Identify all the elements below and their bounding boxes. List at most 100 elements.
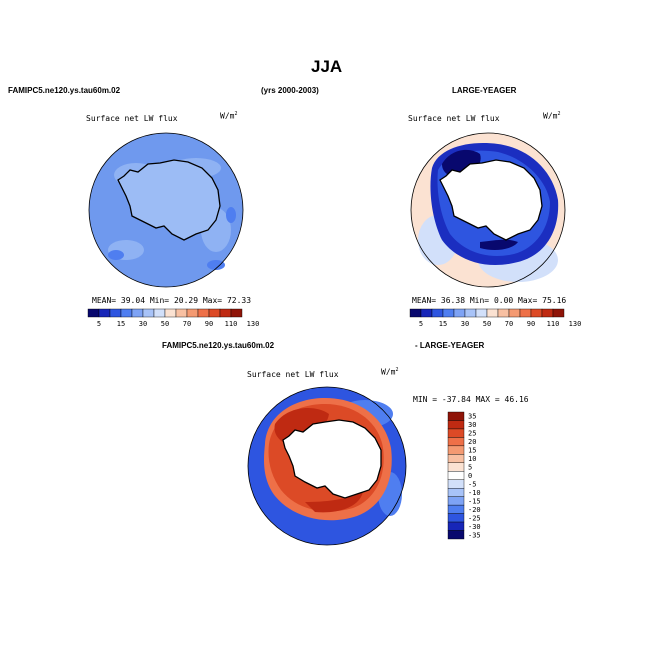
colorbar-swatch: [230, 308, 243, 318]
colorbar-swatch: [197, 308, 210, 318]
colorbar-swatch: [497, 308, 510, 318]
colorbar-swatch: [164, 308, 177, 318]
colorbar-tick-label: 130: [569, 320, 582, 328]
colorbar-tick-label: 15: [117, 320, 125, 328]
panel2-min: 0.00: [493, 296, 514, 305]
colorbar-swatch: [486, 308, 499, 318]
diff-unit: W/m2: [381, 367, 398, 377]
diff-colorbar-swatch: [447, 462, 465, 472]
diff-colorbar-swatch: [447, 487, 465, 497]
colorbar-swatch: [409, 308, 422, 318]
obs-name-right: LARGE-YEAGER: [452, 86, 517, 95]
diff-colorbar-swatch: [447, 496, 465, 506]
diff-colorbar-tick-label: -5: [468, 480, 476, 488]
panel2-max-label: Max=: [518, 296, 538, 305]
diff-colorbar-tick-label: -20: [468, 506, 481, 514]
colorbar-tick-label: 5: [419, 320, 423, 328]
panel2-mean: 36.38: [440, 296, 466, 305]
colorbar-swatch: [98, 308, 111, 318]
diff-colorbar-tick-label: 10: [468, 455, 476, 463]
diff-colorbar-tick-label: -35: [468, 531, 481, 539]
colorbar-swatch: [131, 308, 144, 318]
diff-antarctica: [282, 419, 382, 499]
colorbar-tick-label: 5: [97, 320, 101, 328]
panel2-map: [410, 132, 566, 288]
diff-colorbar-tick-label: -15: [468, 497, 481, 505]
diff-colorbar-swatch: [447, 479, 465, 489]
diff-colorbar-swatch: [447, 420, 465, 430]
colorbar-swatch: [175, 308, 188, 318]
colorbar-swatch: [120, 308, 133, 318]
diff-colorbar-swatch: [447, 454, 465, 463]
diff-obs-name: - LARGE-YEAGER: [415, 341, 485, 350]
colorbar-swatch: [541, 308, 554, 318]
diff-colorbar-tick-label: 15: [468, 447, 476, 455]
colorbar-tick-label: 15: [439, 320, 447, 328]
panel1-stats: MEAN= 39.04 Min= 20.29 Max= 72.33: [92, 296, 251, 305]
panel1-colorbar: 5 15 30 50 70 90 110 130: [87, 308, 259, 328]
colorbar-tick-label: 30: [139, 320, 147, 328]
diff-colorbar-tick-label: 5: [468, 464, 472, 472]
diff-colorbar-tick-label: 20: [468, 438, 476, 446]
panel2-max: 75.16: [542, 296, 567, 305]
panel1-max-label: Max=: [202, 296, 223, 305]
diff-colorbar-swatch: [447, 530, 465, 540]
colorbar-tick-label: 90: [205, 320, 213, 328]
diff-colorbar-swatch: [447, 445, 465, 455]
colorbar-swatch: [109, 308, 122, 318]
panel2-unit-exp: 2: [557, 111, 561, 117]
panel1-max: 72.33: [226, 296, 252, 305]
colorbar-swatch: [442, 308, 455, 318]
colorbar-swatch: [420, 308, 433, 318]
diff-colorbar-tick-label: -25: [468, 514, 481, 522]
panel1-min: 20.29: [173, 296, 199, 305]
colorbar-swatch: [208, 308, 221, 318]
diff-colorbar-swatch: [447, 411, 465, 421]
diff-colorbar-tick-label: 25: [468, 430, 476, 438]
panel1-unit: W/m2: [220, 111, 237, 121]
diff-colorbar-tick-label: -30: [468, 523, 481, 531]
colorbar-swatch: [142, 308, 155, 318]
panel2-stats: MEAN= 36.38 Min= 0.00 Max= 75.16: [412, 296, 566, 305]
colorbar-tick-label: 70: [505, 320, 513, 328]
colorbar-swatch: [431, 308, 444, 318]
diff-colorbar-swatch: [447, 521, 465, 531]
colorbar-swatch: [153, 308, 166, 318]
diff-colorbar-swatch: [447, 513, 465, 523]
panel2-unit-base: W/m: [543, 111, 558, 121]
diff-colorbar-swatch: [447, 504, 465, 514]
colorbar-swatch: [475, 308, 488, 318]
panel2-unit: W/m2: [543, 111, 560, 121]
colorbar-tick-label: 50: [483, 320, 491, 328]
panel2-colorbar: 5 15 30 50 70 90 110 130: [409, 308, 581, 328]
panel1-min-label: Min=: [149, 296, 170, 305]
colorbar-tick-label: 70: [183, 320, 191, 328]
panel2-mean-label: MEAN=: [412, 296, 437, 305]
page-title: JJA: [311, 57, 343, 76]
panel1-antarctica: [117, 159, 221, 241]
colorbar-swatch: [552, 308, 565, 318]
colorbar-tick-label: 110: [225, 320, 238, 328]
colorbar-swatch: [508, 308, 521, 318]
panel1-unit-base: W/m: [220, 111, 235, 121]
colorbar-tick-label: 130: [247, 320, 260, 328]
panel1-map: [88, 132, 244, 288]
panel2-min-label: Min=: [469, 296, 490, 305]
diff-map: [247, 386, 407, 546]
diff-colorbar-swatch: [447, 471, 465, 480]
colorbar-swatch: [530, 308, 543, 318]
colorbar-tick-label: 110: [547, 320, 560, 328]
years-label: (yrs 2000-2003): [261, 86, 319, 95]
diff-unit-exp: 2: [395, 367, 399, 373]
panel1-unit-exp: 2: [234, 111, 238, 117]
diff-colorbar-swatch: [447, 437, 465, 447]
colorbar-tick-label: 90: [527, 320, 535, 328]
panel1-mean: 39.04: [120, 296, 146, 305]
case-name-left: FAMIPC5.ne120.ys.tau60m.02: [8, 86, 121, 95]
panel1-label: Surface net LW flux: [86, 114, 178, 123]
colorbar-tick-label: 30: [461, 320, 469, 328]
colorbar-swatch: [519, 308, 532, 318]
panel2-antarctica: [439, 159, 543, 241]
diff-colorbar-tick-label: 30: [468, 421, 476, 429]
